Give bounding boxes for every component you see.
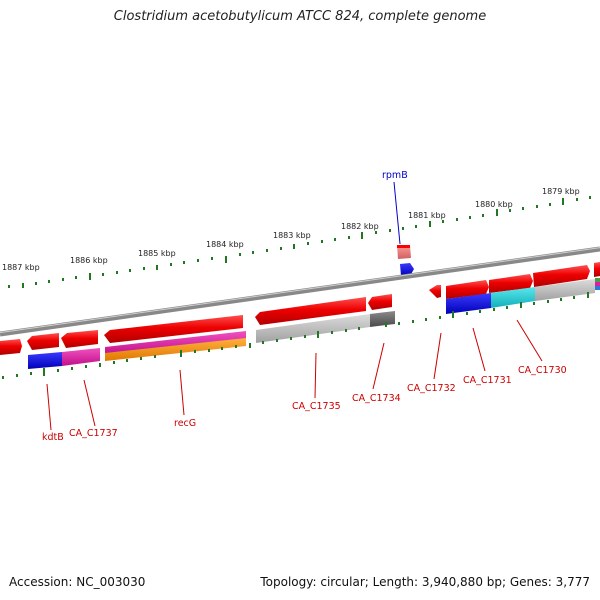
reverse-strand-genes — [0, 294, 392, 355]
scale-label-1882: 1882 kbp — [341, 222, 379, 231]
gene-label-recG: recG — [174, 418, 196, 429]
scale-label-1883: 1883 kbp — [273, 231, 311, 240]
outer-scale-ticks — [8, 196, 591, 288]
forward-strand-genes — [429, 262, 600, 299]
scale-label-1880: 1880 kbp — [475, 200, 513, 209]
scale-label-1886: 1886 kbp — [70, 256, 108, 265]
scale-label-1881: 1881 kbp — [408, 211, 446, 220]
accession-text: Accession: NC_003030 — [9, 575, 146, 589]
label-leader-lines — [46, 319, 543, 431]
cog-category-ring — [28, 278, 600, 369]
gene-label-CA_C1731: CA_C1731 — [463, 375, 512, 386]
gene-label-kdtB: kdtB — [42, 432, 64, 443]
gene-label-CA_C1732: CA_C1732 — [407, 383, 456, 394]
map-title: Clostridium acetobutylicum ATCC 824, com… — [113, 9, 487, 24]
gene-label-CA_C1737: CA_C1737 — [69, 428, 118, 439]
gene-rpmB — [393, 181, 414, 276]
gene-label-CA_C1735: CA_C1735 — [292, 401, 341, 412]
scale-label-1885: 1885 kbp — [138, 249, 176, 258]
scale-label-1879: 1879 kbp — [542, 187, 580, 196]
gene-label-rpmB: rpmB — [382, 170, 408, 181]
inner-scale-ticks — [2, 292, 589, 379]
scale-labels: 1887 kbp 1886 kbp 1885 kbp 1884 kbp 1883… — [2, 187, 580, 272]
scale-label-1884: 1884 kbp — [206, 240, 244, 249]
genome-summary-text: Topology: circular; Length: 3,940,880 bp… — [260, 575, 590, 589]
genome-backbone — [0, 246, 600, 337]
scale-label-1887: 1887 kbp — [2, 263, 40, 272]
gene-label-CA_C1734: CA_C1734 — [352, 393, 401, 404]
gene-label-CA_C1730: CA_C1730 — [518, 365, 567, 376]
